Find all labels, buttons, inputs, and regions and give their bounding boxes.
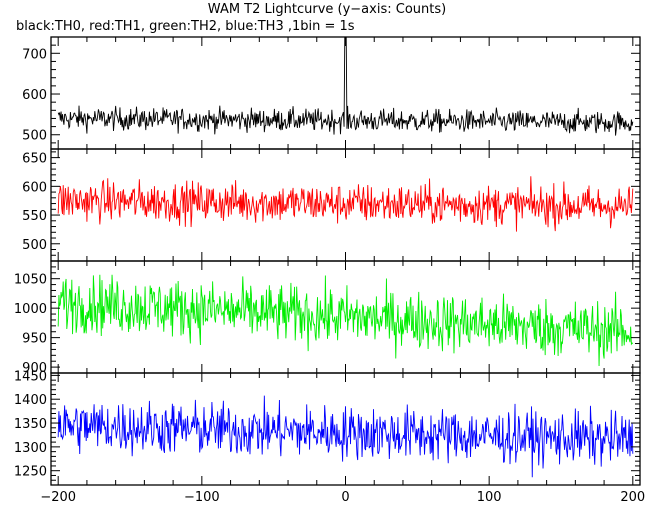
series-line-TH1: [57, 176, 634, 232]
x-tick-label: −100: [184, 490, 220, 505]
panel-frame-TH1: [50, 148, 641, 262]
y-tick-label: 550: [22, 209, 47, 224]
y-tick-label: 900: [22, 361, 47, 376]
x-tick-label: 0: [341, 490, 349, 505]
y-tick-label: 1050: [14, 273, 47, 288]
chart-title: WAM T2 Lightcurve (y−axis: Counts): [207, 2, 447, 17]
y-tick-label: 1000: [14, 302, 47, 317]
series-line-TH2: [57, 274, 634, 366]
y-tick-label: 600: [22, 88, 47, 103]
x-tick-label: 100: [477, 490, 502, 505]
series-line-TH0: [57, 37, 634, 136]
panel-frame-TH0: [50, 36, 641, 150]
chart-subtitle: black:TH0, red:TH1, green:TH2, blue:TH3 …: [16, 19, 355, 34]
y-tick-label: 1450: [14, 369, 47, 384]
x-tick-label: −200: [40, 490, 76, 505]
y-tick-label: 600: [22, 180, 47, 195]
y-tick-label: 1350: [14, 417, 47, 432]
x-tick-label: 200: [620, 490, 645, 505]
y-tick-label: 500: [22, 238, 47, 253]
y-tick-label: 650: [22, 152, 47, 167]
y-tick-label: 1300: [14, 441, 47, 456]
panel-frame-TH3: [50, 372, 641, 486]
y-tick-label: 1400: [14, 393, 47, 408]
series-line-TH3: [57, 395, 634, 478]
y-tick-label: 500: [22, 129, 47, 144]
y-tick-label: 950: [22, 332, 47, 347]
y-tick-label: 1250: [14, 465, 47, 480]
y-tick-label: 700: [22, 47, 47, 62]
